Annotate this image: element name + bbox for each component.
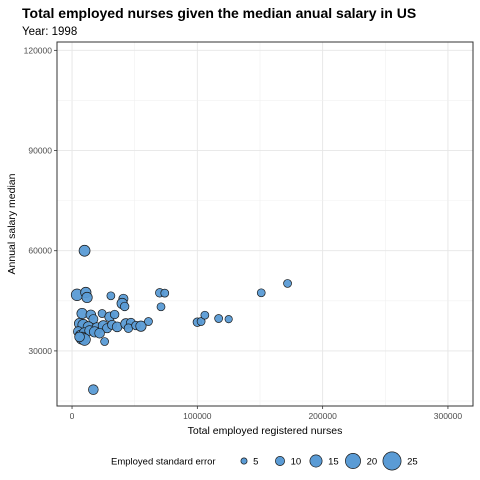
data-point	[88, 384, 99, 395]
legend-title: Employed standard error	[111, 457, 216, 468]
data-point	[94, 327, 105, 339]
data-points	[70, 244, 292, 395]
y-tick-label: 60000	[28, 246, 52, 256]
data-point	[256, 288, 266, 298]
data-point	[120, 301, 130, 312]
y-tick-label: 90000	[28, 146, 52, 156]
legend-label: 20	[367, 457, 378, 468]
x-axis-label: Total employed registered nurses	[188, 425, 343, 437]
y-tick-label: 30000	[28, 346, 52, 356]
data-point	[144, 317, 153, 326]
data-point	[224, 315, 233, 324]
data-point	[283, 279, 292, 288]
chart-title: Total employed nurses given the median a…	[22, 5, 416, 21]
legend-label: 5	[253, 457, 258, 468]
legend-key	[345, 453, 361, 469]
data-point	[200, 310, 210, 320]
data-point	[74, 331, 85, 343]
data-point	[135, 320, 147, 332]
axis-ticks: 0 100000 200000 300000 30000 60000 90000 120000	[24, 45, 463, 421]
data-point	[196, 317, 206, 326]
chart-subtitle: Year: 1998	[22, 26, 77, 38]
data-point	[109, 309, 120, 320]
data-point	[78, 244, 91, 257]
y-axis-label: Annual salary median	[6, 173, 18, 274]
data-point	[76, 307, 88, 320]
x-tick-label: 200000	[308, 411, 337, 421]
legend-key	[240, 457, 248, 465]
x-tick-label: 100000	[183, 411, 212, 421]
data-point	[106, 291, 116, 301]
legend-key	[382, 451, 402, 471]
x-tick-label: 300000	[434, 411, 463, 421]
y-tick-label: 120000	[24, 45, 53, 55]
legend-key	[275, 456, 285, 466]
plot-panel-border	[56, 41, 474, 407]
data-point	[100, 337, 109, 346]
data-point	[160, 288, 170, 298]
legend-label: 10	[291, 457, 302, 468]
legend-label: 15	[328, 457, 339, 468]
legend-label: 25	[407, 457, 418, 468]
size-legend: Employed standard error 5 10 15 20 25	[111, 451, 418, 471]
x-tick-label: 0	[70, 411, 75, 421]
data-point	[81, 291, 93, 304]
data-point	[214, 314, 223, 323]
data-point	[156, 302, 166, 312]
legend-key	[309, 454, 323, 468]
